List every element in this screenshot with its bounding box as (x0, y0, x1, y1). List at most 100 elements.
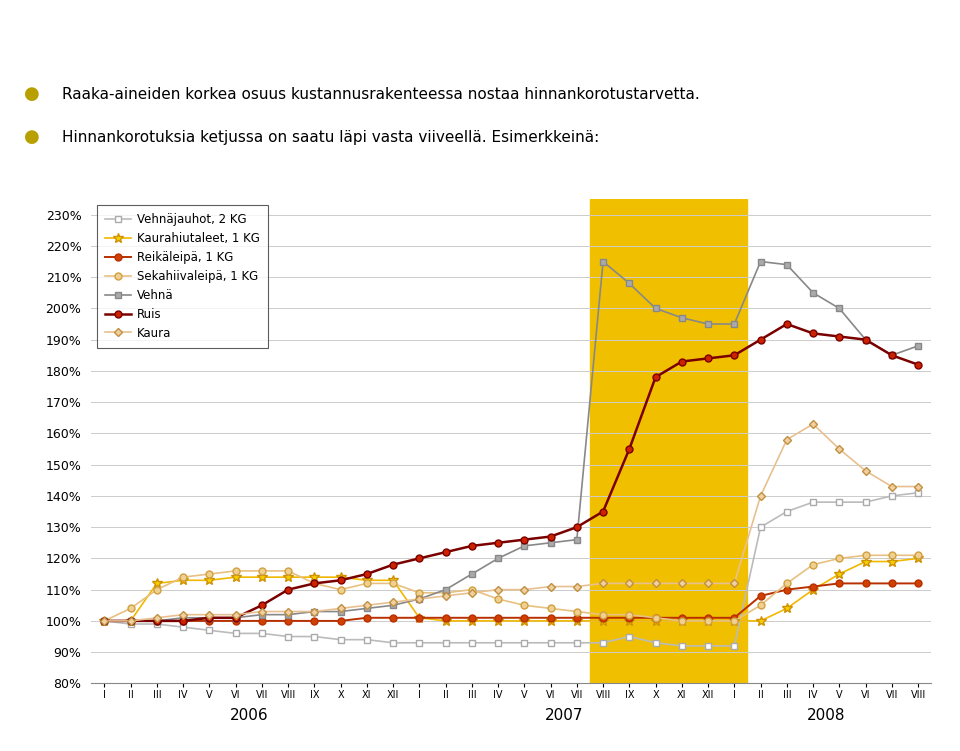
Ruis (178, 617, 189, 626)
Kaura (204, 610, 215, 619)
Reikäleipä, 1 KG (860, 579, 872, 588)
Kaurahiutaleet, 1 KG (492, 617, 504, 626)
Kaura (703, 579, 714, 588)
Kaura (492, 585, 504, 594)
Line: Reikäleipä, 1 KG: Reikäleipä, 1 KG (101, 580, 922, 624)
Reikäleipä, 1 KG (703, 614, 714, 623)
Reikäleipä, 1 KG (178, 617, 189, 626)
Reikäleipä, 1 KG (650, 614, 661, 623)
Ruis (414, 554, 425, 563)
Sekahiivaleipä, 1 KG (99, 617, 110, 626)
Kaura (178, 610, 189, 619)
Vehnäjauhot, 2 KG (597, 638, 609, 647)
Kaura (597, 579, 609, 588)
Sekahiivaleipä, 1 KG (387, 579, 398, 588)
Kaurahiutaleet, 1 KG (99, 617, 110, 626)
Text: ●: ● (24, 128, 39, 146)
Ruis (833, 332, 845, 341)
Ruis (807, 329, 819, 338)
Vehnäjauhot, 2 KG (755, 523, 766, 532)
Kaurahiutaleet, 1 KG (571, 617, 583, 626)
Sekahiivaleipä, 1 KG (256, 566, 268, 575)
Kaura (308, 607, 320, 616)
Kaura (912, 482, 924, 491)
Kaura (335, 604, 347, 613)
Kaurahiutaleet, 1 KG (912, 554, 924, 563)
Sekahiivaleipä, 1 KG (151, 585, 162, 594)
Ruis (151, 617, 162, 626)
Vehnäjauhot, 2 KG (492, 638, 504, 647)
Reikäleipä, 1 KG (361, 614, 372, 623)
Text: Hintojen kehitys: Hintojen kehitys (288, 17, 672, 59)
Sekahiivaleipä, 1 KG (204, 569, 215, 578)
Text: Raaka-aineiden korkea osuus kustannusrakenteessa nostaa hinnankorotustarvetta.: Raaka-aineiden korkea osuus kustannusrak… (62, 86, 700, 101)
Sekahiivaleipä, 1 KG (571, 607, 583, 616)
Ruis (781, 319, 793, 328)
Vehnä (703, 319, 714, 328)
Sekahiivaleipä, 1 KG (178, 573, 189, 582)
Vehnä (781, 260, 793, 269)
Sekahiivaleipä, 1 KG (414, 588, 425, 597)
Text: 2007: 2007 (544, 708, 583, 723)
Reikäleipä, 1 KG (886, 579, 898, 588)
Kaura (807, 420, 819, 429)
Vehnä (912, 342, 924, 351)
Vehnäjauhot, 2 KG (414, 638, 425, 647)
Ruis (912, 360, 924, 369)
Vehnäjauhot, 2 KG (676, 641, 687, 650)
Kaura (387, 598, 398, 607)
Ruis (204, 614, 215, 623)
Vehnä (256, 610, 268, 619)
Kaurahiutaleet, 1 KG (545, 617, 557, 626)
Vehnäjauhot, 2 KG (571, 638, 583, 647)
Vehnäjauhot, 2 KG (282, 632, 294, 641)
Reikäleipä, 1 KG (518, 614, 530, 623)
Vehnäjauhot, 2 KG (204, 626, 215, 635)
Sekahiivaleipä, 1 KG (833, 554, 845, 563)
Kaura (125, 617, 136, 626)
Vehnäjauhot, 2 KG (361, 635, 372, 644)
Vehnäjauhot, 2 KG (466, 638, 477, 647)
Reikäleipä, 1 KG (256, 617, 268, 626)
Vehnä (886, 351, 898, 360)
Vehnäjauhot, 2 KG (125, 620, 136, 629)
Vehnä (597, 257, 609, 266)
Kaura (518, 585, 530, 594)
Ruis (308, 579, 320, 588)
Vehnä (204, 614, 215, 623)
Kaurahiutaleet, 1 KG (125, 617, 136, 626)
Kaurahiutaleet, 1 KG (151, 579, 162, 588)
Sekahiivaleipä, 1 KG (729, 617, 740, 626)
Kaura (624, 579, 636, 588)
Vehnä (440, 585, 451, 594)
Vehnä (518, 541, 530, 550)
Kaurahiutaleet, 1 KG (256, 573, 268, 582)
Reikäleipä, 1 KG (807, 582, 819, 591)
Ruis (492, 538, 504, 547)
Kaura (781, 435, 793, 444)
Kaura (361, 601, 372, 610)
Sekahiivaleipä, 1 KG (229, 566, 241, 575)
Line: Sekahiivaleipä, 1 KG: Sekahiivaleipä, 1 KG (101, 552, 922, 624)
Vehnäjauhot, 2 KG (151, 620, 162, 629)
Kaura (414, 595, 425, 604)
Kaurahiutaleet, 1 KG (597, 617, 609, 626)
Kaura (466, 588, 477, 597)
Sekahiivaleipä, 1 KG (335, 585, 347, 594)
Vehnä (178, 614, 189, 623)
Vehnä (99, 617, 110, 626)
Reikäleipä, 1 KG (755, 591, 766, 600)
Sekahiivaleipä, 1 KG (860, 550, 872, 559)
Sekahiivaleipä, 1 KG (886, 550, 898, 559)
Line: Kaurahiutaleet, 1 KG: Kaurahiutaleet, 1 KG (100, 553, 923, 626)
Kaura (545, 582, 557, 591)
Vehnäjauhot, 2 KG (518, 638, 530, 647)
Ruis (624, 445, 636, 454)
Sekahiivaleipä, 1 KG (703, 617, 714, 626)
Reikäleipä, 1 KG (492, 614, 504, 623)
Kaurahiutaleet, 1 KG (387, 576, 398, 585)
Vehnäjauhot, 2 KG (99, 617, 110, 626)
Reikäleipä, 1 KG (624, 614, 636, 623)
Vehnä (125, 617, 136, 626)
Vehnä (571, 535, 583, 544)
